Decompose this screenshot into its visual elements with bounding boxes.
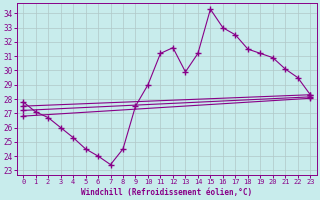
X-axis label: Windchill (Refroidissement éolien,°C): Windchill (Refroidissement éolien,°C) <box>81 188 252 197</box>
